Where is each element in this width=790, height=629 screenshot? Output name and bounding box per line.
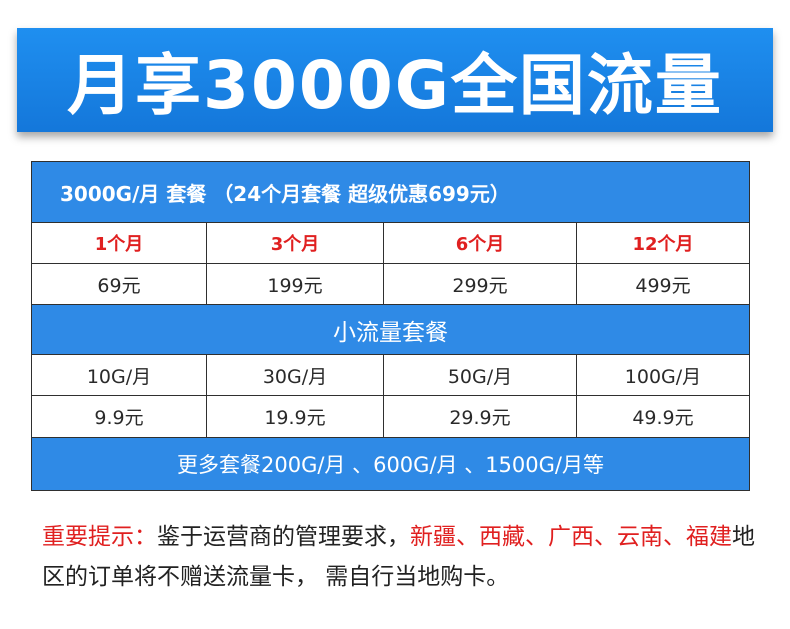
notice-text: 重要提示：鉴于运营商的管理要求，新疆、西藏、广西、云南、福建地区的订单将不赠送流… (42, 517, 762, 597)
price-cell: 19.9元 (207, 396, 384, 438)
title-banner: 月享3000G全国流量 (17, 28, 773, 132)
size-cell: 50G/月 (384, 355, 577, 396)
size-cell: 100G/月 (577, 355, 749, 396)
price-cell: 299元 (384, 264, 577, 305)
size-cell: 10G/月 (32, 355, 207, 396)
duration-cell: 12个月 (577, 223, 749, 264)
duration-cell: 1个月 (32, 223, 207, 264)
small-plan-header: 小流量套餐 (32, 305, 749, 355)
more-plans-row: 更多套餐200G/月 、600G/月 、1500G/月等 (32, 438, 749, 490)
notice-part2: 地区的订单将不赠送流量卡， 需自行当地购卡。 (42, 524, 755, 590)
size-row: 10G/月 30G/月 50G/月 100G/月 (32, 355, 749, 396)
more-plans-text: 更多套餐200G/月 、600G/月 、1500G/月等 (176, 453, 604, 477)
plan-table: 3000G/月 套餐 （24个月套餐 超级优惠699元） 1个月 3个月 6个月… (31, 161, 750, 491)
notice-part1: 鉴于运营商的管理要求， (157, 524, 410, 550)
small-plan-header-text: 小流量套餐 (333, 319, 448, 346)
duration-cell: 6个月 (384, 223, 577, 264)
main-price-row: 69元 199元 299元 499元 (32, 264, 749, 305)
size-cell: 30G/月 (207, 355, 384, 396)
price-cell: 199元 (207, 264, 384, 305)
price-cell: 29.9元 (384, 396, 577, 438)
main-plan-header-text: 3000G/月 套餐 （24个月套餐 超级优惠699元） (60, 181, 510, 206)
notice-regions2: 云南、福建 (617, 524, 732, 550)
price-cell: 9.9元 (32, 396, 207, 438)
duration-cell: 3个月 (207, 223, 384, 264)
small-price-row: 9.9元 19.9元 29.9元 49.9元 (32, 396, 749, 438)
price-cell: 499元 (577, 264, 749, 305)
notice-label: 重要提示： (42, 524, 157, 550)
banner-title: 月享3000G全国流量 (67, 47, 723, 124)
price-cell: 49.9元 (577, 396, 749, 438)
duration-row: 1个月 3个月 6个月 12个月 (32, 223, 749, 264)
price-cell: 69元 (32, 264, 207, 305)
notice-regions1: 新疆、西藏、广西、 (410, 524, 617, 550)
main-plan-header: 3000G/月 套餐 （24个月套餐 超级优惠699元） (32, 162, 749, 223)
